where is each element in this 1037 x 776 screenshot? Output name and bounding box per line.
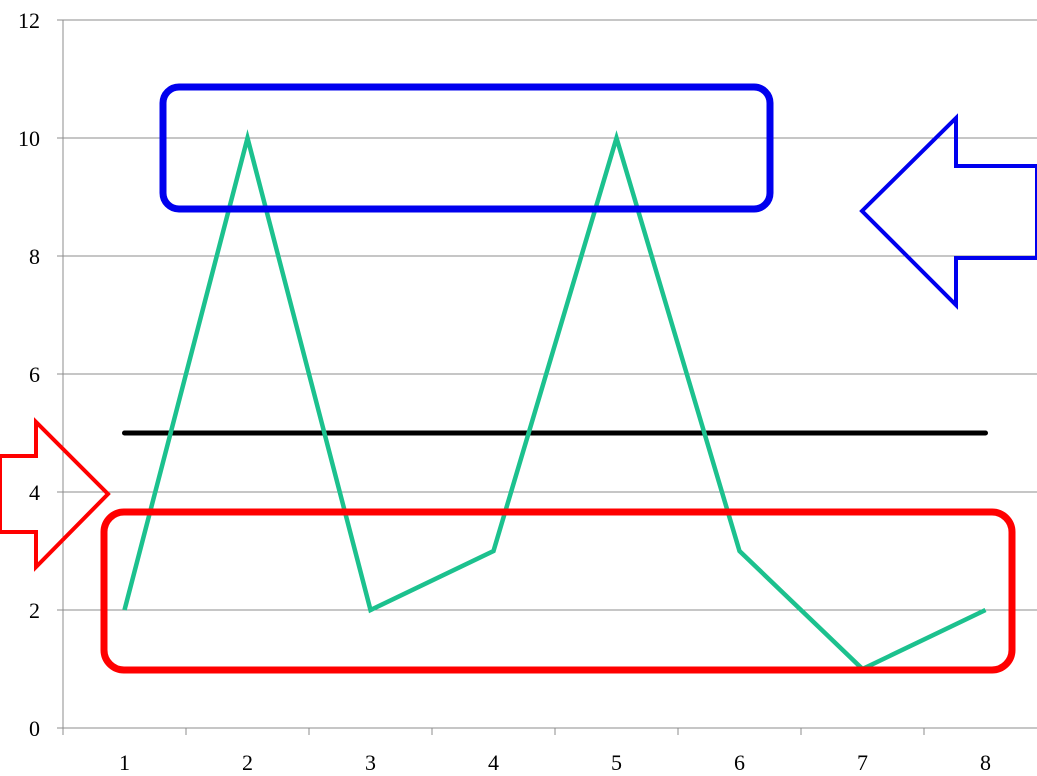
y-tick-label: 12 [18,8,40,33]
blue-left-arrow [859,113,1037,310]
series-layer [122,129,987,672]
y-tick-label: 6 [29,362,40,387]
gridlines [63,19,1037,611]
x-tick-label: 6 [734,750,745,775]
x-tick-label: 7 [857,750,868,775]
x-tick-label: 8 [980,750,991,775]
trough-highlight-box [100,508,1016,674]
x-tick-label: 3 [365,750,376,775]
x-tick-label: 4 [488,750,499,775]
y-tick-label: 4 [29,480,40,505]
x-tick-label: 5 [611,750,622,775]
y-tick-label: 10 [18,126,40,151]
y-tick-label: 0 [29,716,40,741]
red-right-arrow [0,417,111,572]
x-tick-label: 1 [119,750,130,775]
x-tick-label: 2 [242,750,253,775]
peak-highlight-box [159,83,774,213]
y-tick-label: 2 [29,598,40,623]
series-line [122,129,987,672]
annotations [0,83,1037,674]
y-tick-label: 8 [29,244,40,269]
